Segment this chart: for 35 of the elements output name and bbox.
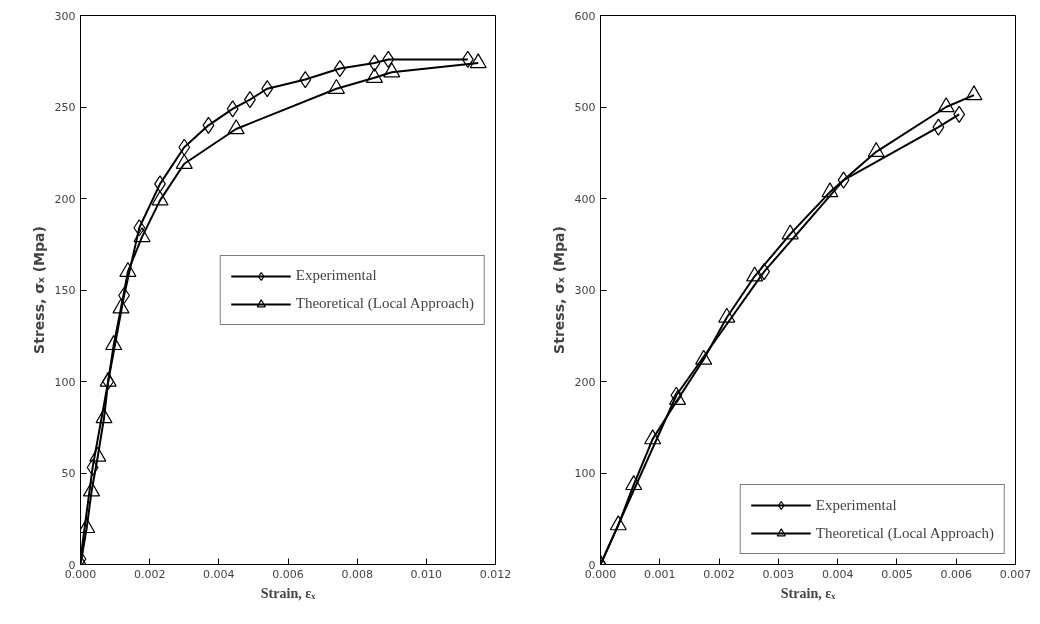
x-tick-label: 0.002 — [133, 567, 166, 581]
legend-label: Theoretical (Local Approach) — [815, 524, 994, 542]
y-tick-label: 300 — [574, 284, 596, 297]
x-tick-label: 0.003 — [762, 567, 795, 581]
x-axis-title: Strain, εₓ — [780, 585, 837, 601]
x-tick-label: 0.001 — [644, 567, 676, 581]
x-tick-label: 0.012 — [479, 567, 512, 581]
y-axis-title: Stress, σₓ (Mpa) — [550, 226, 567, 354]
y-tick-label: 200 — [54, 192, 76, 206]
y-tick-label: 400 — [574, 192, 596, 206]
y-tick-label: 300 — [54, 9, 76, 23]
x-tick-label: 0.004 — [821, 567, 854, 581]
y-tick-label: 50 — [61, 467, 76, 480]
y-tick-label: 250 — [54, 101, 76, 114]
x-tick-label: 0.004 — [203, 567, 235, 581]
y-tick-label: 100 — [54, 375, 76, 389]
x-tick-label: 0.006 — [940, 567, 972, 581]
y-tick-label: 150 — [54, 284, 76, 297]
x-tick-label: 0.007 — [999, 567, 1032, 581]
x-tick-label: 0.002 — [703, 567, 735, 581]
legend-label: Experimental — [815, 496, 897, 514]
x-tick-label: 0.000 — [64, 567, 97, 581]
x-tick-label: 0.005 — [881, 567, 913, 581]
y-tick-label: 500 — [574, 101, 596, 114]
y-tick-label: 100 — [574, 467, 596, 480]
x-axis-title: Strain, εₓ — [260, 585, 317, 601]
y-tick-label: 600 — [574, 9, 596, 23]
y-axis-title: Stress, σₓ (Mpa) — [30, 226, 47, 354]
y-tick-label: 200 — [574, 375, 596, 389]
x-tick-label: 0.006 — [272, 567, 304, 581]
x-tick-label: 0.010 — [410, 567, 443, 581]
x-tick-label: 0.008 — [341, 567, 373, 581]
legend-label: Experimental — [295, 267, 377, 284]
legend-label: Theoretical (Local Approach) — [295, 295, 474, 312]
x-tick-label: 0.000 — [584, 567, 617, 581]
